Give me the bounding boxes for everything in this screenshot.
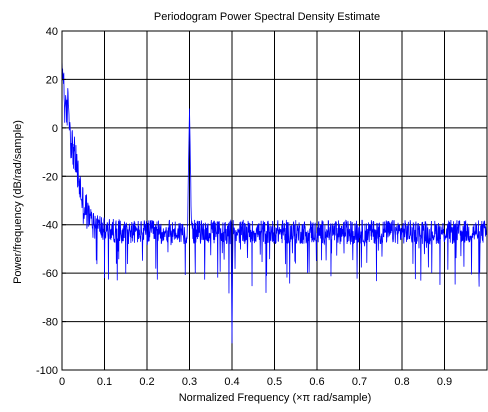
y-axis-label: Power/frequency (dB/rad/sample) (12, 120, 24, 284)
psd-series-line (61, 57, 488, 344)
y-tick-label: 40 (46, 26, 58, 38)
grid (61, 30, 487, 371)
x-tick-label: 0.2 (139, 376, 154, 388)
series-layer (61, 57, 488, 344)
x-axis-label: Normalized Frequency (×π rad/sample) (179, 392, 372, 404)
y-tick-label: -100 (36, 365, 58, 377)
x-tick-label: 0 (59, 376, 65, 388)
x-tick-label: 0.8 (394, 376, 409, 388)
x-tick-label: 0.6 (309, 376, 324, 388)
x-tick-label: 0.3 (182, 376, 197, 388)
y-tick-label: -80 (42, 317, 58, 329)
y-tick-label: -60 (42, 268, 58, 280)
y-tick-label: -40 (42, 220, 58, 232)
y-tick-label: 20 (46, 74, 58, 86)
x-tick-label: 0.7 (352, 376, 367, 388)
x-tick-label: 0.9 (437, 376, 452, 388)
axis-ticks: 0 0.1 0.2 0.3 0.4 0.5 0.6 0.7 0.8 0.9 40 20 0 -20 -40 -… (36, 26, 452, 388)
y-tick-label: 0 (52, 123, 58, 135)
x-tick-label: 0.4 (224, 376, 239, 388)
x-tick-label: 0.1 (97, 376, 112, 388)
chart-title: Periodogram Power Spectral Density Estim… (154, 11, 380, 23)
x-tick-label: 0.5 (267, 376, 282, 388)
y-tick-label: -20 (42, 171, 58, 183)
